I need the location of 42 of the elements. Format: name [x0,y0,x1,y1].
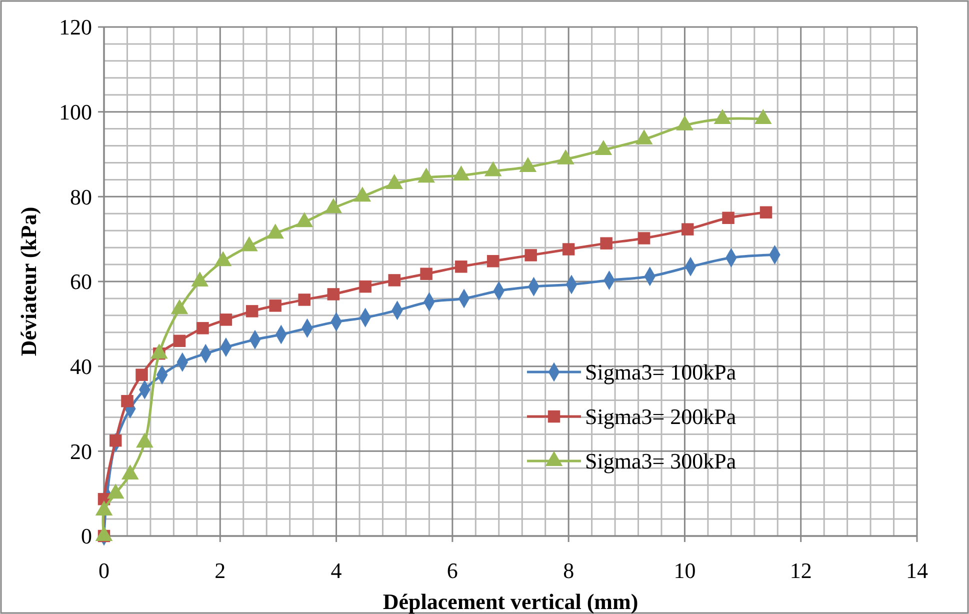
point [420,268,432,280]
point [760,206,772,218]
point [600,237,612,250]
point [173,334,186,348]
point [220,314,232,326]
point [524,249,537,262]
x-tick-label: 12 [790,558,812,583]
point [638,232,650,244]
x-tick-label: 8 [563,558,574,583]
point [246,305,258,318]
point [388,274,400,286]
y-axis-title: Déviateur (kPa) [16,206,41,356]
x-axis-title: Déplacement vertical (mm) [382,589,638,614]
legend-label: Sigma3= 200kPa [585,404,736,430]
y-tick-label: 120 [59,14,92,40]
x-tick-label: 6 [446,558,458,583]
point [486,255,500,268]
x-tick-label: 10 [674,558,696,583]
y-tick-label: 60 [70,269,92,294]
x-tick-label: 14 [906,558,928,583]
point [562,243,575,256]
x-tick-label: 4 [330,558,342,583]
point [121,394,134,408]
x-tick-label: 2 [214,558,226,583]
y-tick-label: 100 [59,100,92,125]
point [327,288,340,300]
legend-label: Sigma3= 100kPa [585,360,736,385]
point [136,368,148,381]
legend-label: Sigma3= 300kPa [585,448,736,474]
y-tick-label: 40 [70,354,92,380]
point [196,322,209,334]
point [298,294,310,306]
y-tick-label: 0 [81,524,92,549]
point [722,212,734,224]
point [455,260,468,273]
point [681,223,694,236]
y-tick-label: 20 [70,438,92,464]
point [359,280,372,293]
x-tick-label: 0 [98,558,110,583]
point [269,300,282,312]
y-tick-label: 80 [70,184,92,210]
point [109,434,122,447]
